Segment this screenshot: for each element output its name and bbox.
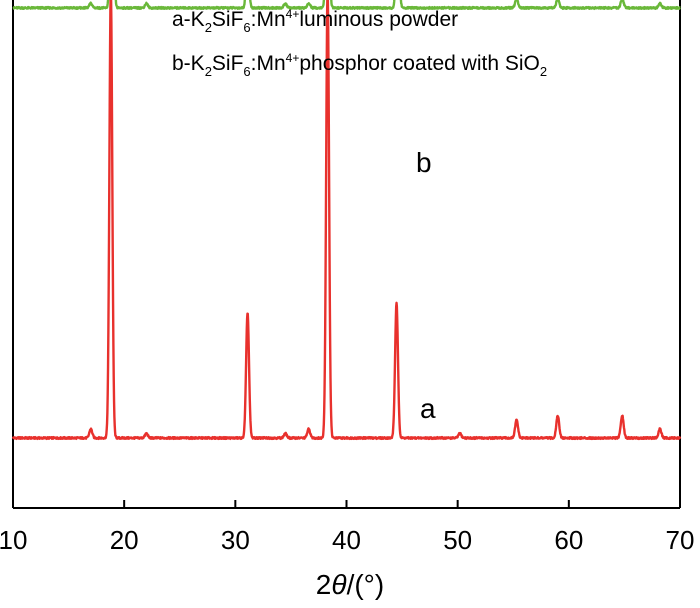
legend-entry-a: a-K2SiF6:Mn4+luminous powder	[172, 7, 458, 35]
x-tick-label: 60	[554, 525, 583, 555]
x-tick-label: 20	[110, 525, 139, 555]
x-tick-label: 70	[666, 525, 695, 555]
curve-label-b: b	[416, 147, 432, 178]
x-tick-label: 50	[443, 525, 472, 555]
series-line-a	[11, 0, 682, 441]
x-tick-label: 40	[332, 525, 361, 555]
x-tick-label: 30	[221, 525, 250, 555]
series-group	[11, 0, 682, 441]
series-line-b	[12, 0, 681, 11]
x-ticks: 10 20 30 40 50 60 70	[0, 500, 694, 555]
legend-entry-b: b-K2SiF6:Mn4+phosphor coated with SiO2	[172, 51, 547, 79]
x-tick-label: 10	[0, 525, 27, 555]
curve-label-a: a	[420, 393, 436, 424]
x-axis-title: 2θ/(°)	[316, 569, 384, 600]
